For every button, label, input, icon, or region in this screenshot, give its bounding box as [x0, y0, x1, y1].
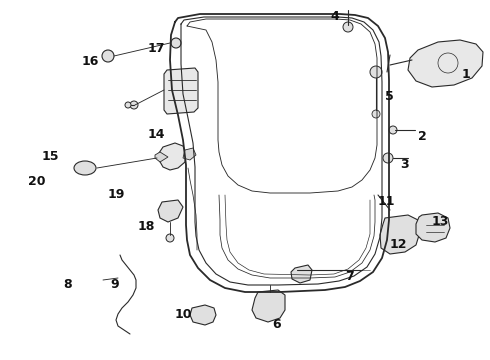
- Circle shape: [102, 50, 114, 62]
- Text: 20: 20: [28, 175, 46, 188]
- Text: 18: 18: [138, 220, 155, 233]
- Polygon shape: [291, 265, 312, 283]
- Text: 15: 15: [42, 150, 59, 163]
- Polygon shape: [159, 143, 186, 170]
- Circle shape: [389, 126, 397, 134]
- Text: 6: 6: [272, 318, 281, 331]
- Text: 11: 11: [378, 195, 395, 208]
- Text: 9: 9: [110, 278, 119, 291]
- Circle shape: [370, 66, 382, 78]
- Polygon shape: [158, 200, 183, 222]
- Text: 16: 16: [82, 55, 99, 68]
- Circle shape: [343, 22, 353, 32]
- Polygon shape: [252, 290, 285, 322]
- Text: 8: 8: [63, 278, 72, 291]
- Text: 12: 12: [390, 238, 408, 251]
- Circle shape: [130, 101, 138, 109]
- Text: 1: 1: [462, 68, 471, 81]
- Text: 4: 4: [330, 10, 339, 23]
- Text: 19: 19: [108, 188, 125, 201]
- Text: 2: 2: [418, 130, 427, 143]
- Polygon shape: [183, 148, 196, 160]
- Text: 13: 13: [432, 215, 449, 228]
- Circle shape: [372, 110, 380, 118]
- Ellipse shape: [74, 161, 96, 175]
- Circle shape: [171, 38, 181, 48]
- Polygon shape: [164, 68, 198, 114]
- Text: 14: 14: [148, 128, 166, 141]
- Polygon shape: [408, 40, 483, 87]
- Text: 7: 7: [345, 270, 354, 283]
- Text: 10: 10: [175, 308, 193, 321]
- Text: 17: 17: [148, 42, 166, 55]
- Text: 3: 3: [400, 158, 409, 171]
- Text: 5: 5: [385, 90, 394, 103]
- Polygon shape: [190, 305, 216, 325]
- Circle shape: [166, 234, 174, 242]
- Circle shape: [125, 102, 131, 108]
- Polygon shape: [380, 215, 420, 254]
- Polygon shape: [416, 213, 450, 242]
- Polygon shape: [155, 152, 168, 162]
- Circle shape: [383, 153, 393, 163]
